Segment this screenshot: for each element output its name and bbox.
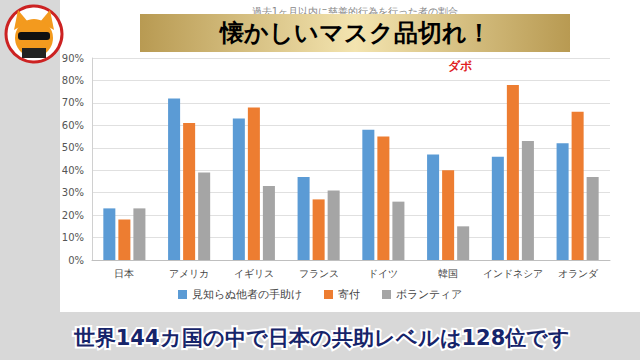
svg-text:70%: 70% xyxy=(62,97,84,108)
svg-text:0%: 0% xyxy=(68,255,84,266)
svg-text:80%: 80% xyxy=(62,75,84,86)
svg-text:寄付: 寄付 xyxy=(338,288,360,301)
svg-text:懐かしいマスク品切れ！: 懐かしいマスク品切れ！ xyxy=(218,19,491,47)
svg-text:ドイツ: ドイツ xyxy=(368,268,398,279)
svg-text:アメリカ: アメリカ xyxy=(169,268,209,279)
svg-text:フランス: フランス xyxy=(299,268,339,279)
svg-text:オランダ: オランダ xyxy=(558,268,599,279)
svg-text:50%: 50% xyxy=(62,142,84,153)
svg-text:30%: 30% xyxy=(62,187,84,198)
svg-text:ボランティア: ボランティア xyxy=(396,288,462,301)
svg-text:インドネシア: インドネシア xyxy=(483,268,543,279)
svg-text:40%: 40% xyxy=(62,165,84,176)
svg-text:イギリス: イギリス xyxy=(234,268,274,279)
svg-text:10%: 10% xyxy=(62,232,84,243)
svg-text:日本: 日本 xyxy=(114,268,134,279)
svg-text:見知らぬ他者の手助け: 見知らぬ他者の手助け xyxy=(192,288,302,301)
svg-text:世界144カ国の中で日本の共助レベルは128位です: 世界144カ国の中で日本の共助レベルは128位です xyxy=(73,326,571,350)
svg-text:ダボ: ダボ xyxy=(448,59,472,73)
svg-text:60%: 60% xyxy=(62,120,84,131)
svg-text:韓国: 韓国 xyxy=(438,268,458,279)
svg-text:90%: 90% xyxy=(62,53,84,64)
svg-text:20%: 20% xyxy=(62,210,84,221)
svg-text:過去1ヶ月以内に慈善的行為を行った者の割合: 過去1ヶ月以内に慈善的行為を行った者の割合 xyxy=(251,5,459,17)
